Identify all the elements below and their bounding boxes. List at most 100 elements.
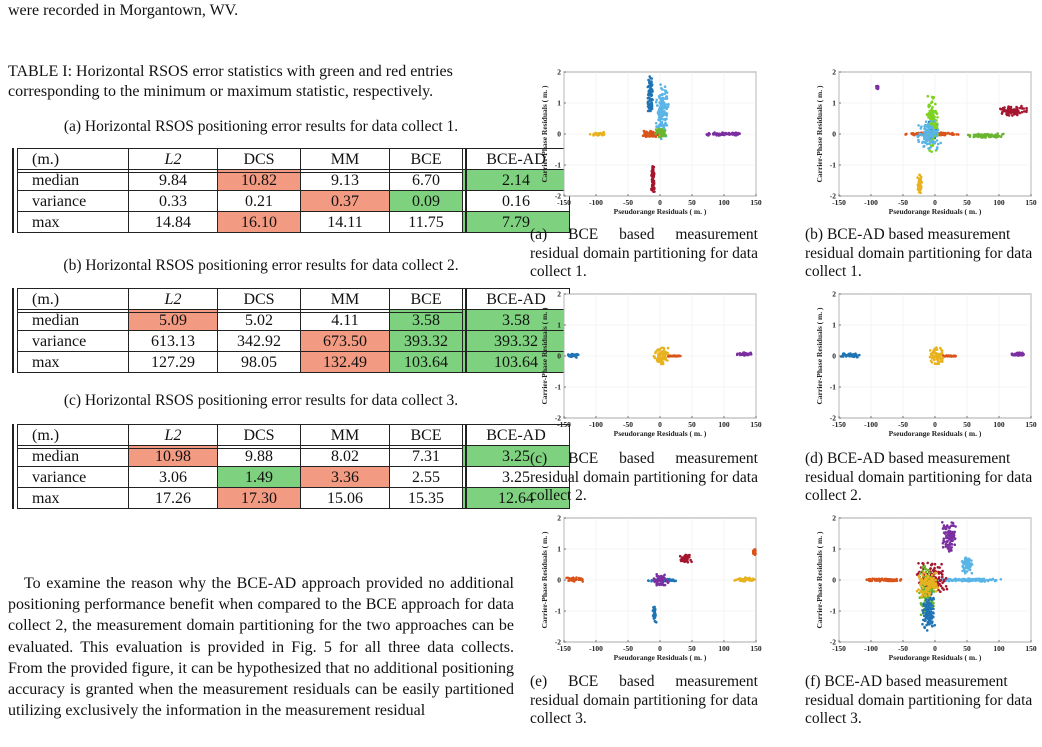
x-axis-label: Pseudorange Residuals ( m. ): [614, 653, 707, 662]
data-point: [996, 132, 999, 135]
data-point: [664, 356, 667, 359]
data-point: [941, 545, 945, 549]
data-point: [928, 131, 931, 134]
data-point: [927, 584, 931, 588]
y-axis-label: Carrier-Phase Residuals ( m. ): [815, 307, 824, 404]
y-axis-label: Carrier-Phase Residuals ( m. ): [540, 531, 549, 628]
x-tick-label: -100: [864, 198, 878, 207]
x-tick-label: -100: [864, 644, 878, 653]
figure-caption: (c) BCE based measurement residual domai…: [530, 450, 758, 504]
data-point: [683, 560, 686, 563]
data-point: [923, 608, 926, 611]
data-point: [926, 568, 930, 572]
header-double-rule: [17, 172, 463, 173]
data-point: [918, 189, 922, 192]
data-point: [928, 349, 932, 352]
data-point: [927, 622, 930, 625]
data-point: [654, 100, 658, 104]
data-point: [1020, 104, 1023, 108]
data-point: [966, 559, 970, 563]
data-point: [643, 130, 646, 133]
data-point: [597, 132, 601, 135]
x-tick-label: 100: [993, 198, 1005, 207]
data-point: [966, 566, 969, 570]
data-point: [685, 556, 688, 560]
data-point: [1010, 352, 1014, 356]
x-tick-label: -100: [589, 198, 603, 207]
data-point: [925, 615, 928, 619]
data-point: [968, 135, 972, 138]
data-point: [928, 147, 931, 150]
data-point: [930, 100, 934, 103]
data-point: [927, 124, 931, 127]
data-point: [926, 610, 929, 613]
data-point: [949, 534, 952, 537]
data-point: [924, 604, 928, 607]
data-point: [927, 115, 930, 119]
data-point: [847, 353, 851, 357]
x-tick-label: 0: [658, 644, 662, 653]
y-tick-label: 2: [557, 290, 561, 299]
data-point: [961, 561, 965, 565]
data-point: [649, 94, 653, 97]
data-point: [851, 353, 855, 357]
data-point: [934, 348, 938, 351]
data-point: [965, 563, 969, 567]
data-point: [662, 575, 665, 578]
data-point: [921, 565, 925, 569]
data-point: [665, 91, 668, 94]
data-point: [930, 621, 933, 625]
data-point: [918, 181, 921, 185]
x-tick-label: 0: [933, 644, 937, 653]
data-point: [947, 548, 951, 551]
data-point: [650, 108, 653, 111]
data-point: [935, 139, 939, 142]
data-point: [963, 571, 967, 575]
data-point: [918, 173, 922, 177]
table-header-cell: MM: [300, 424, 390, 446]
data-point: [600, 132, 604, 136]
row-label: median: [17, 445, 129, 467]
results-table: (m.) L2 DCS MM BCE BCE-AD median 9.84 10.82 9.13 6…: [17, 148, 570, 233]
table-cell: 103.64: [462, 351, 570, 373]
data-point: [654, 350, 658, 353]
table-cell: 127.29: [128, 351, 218, 373]
data-point: [941, 521, 944, 524]
data-point: [917, 140, 920, 143]
data-point: [854, 352, 857, 355]
data-point: [660, 583, 663, 586]
subtable-caption: (a) Horizontal RSOS positioning error re…: [63, 118, 459, 135]
data-point: [652, 169, 655, 173]
scatter-plot: -150 -100 -50 0 50 100 150 -2 -1 0 1 2 Pseudorange R…: [540, 290, 762, 439]
data-point: [658, 347, 662, 351]
data-point: [664, 118, 667, 122]
data-point: [664, 578, 668, 582]
data-point: [937, 572, 941, 575]
data-point: [650, 104, 654, 108]
data-point: [1002, 132, 1005, 136]
data-point: [920, 595, 923, 598]
data-point: [921, 593, 924, 596]
data-point: [912, 133, 916, 137]
data-point: [924, 570, 928, 574]
data-point: [945, 536, 948, 540]
data-point: [938, 132, 942, 135]
data-point: [1007, 114, 1011, 117]
data-point: [933, 623, 936, 627]
y-tick-label: 2: [832, 68, 836, 77]
data-point: [961, 569, 964, 573]
data-point: [739, 578, 742, 581]
data-point: [940, 353, 943, 357]
x-tick-label: 100: [993, 644, 1005, 653]
data-point: [690, 560, 693, 564]
data-point: [922, 603, 926, 607]
data-point: [942, 539, 945, 543]
data-point: [660, 97, 664, 100]
data-point: [932, 590, 936, 593]
data-point: [944, 132, 947, 136]
data-point: [919, 191, 922, 195]
data-point: [588, 133, 592, 136]
x-tick-label: -100: [589, 420, 603, 429]
x-tick-label: 50: [963, 198, 971, 207]
table-cell: 342.92: [217, 330, 301, 352]
